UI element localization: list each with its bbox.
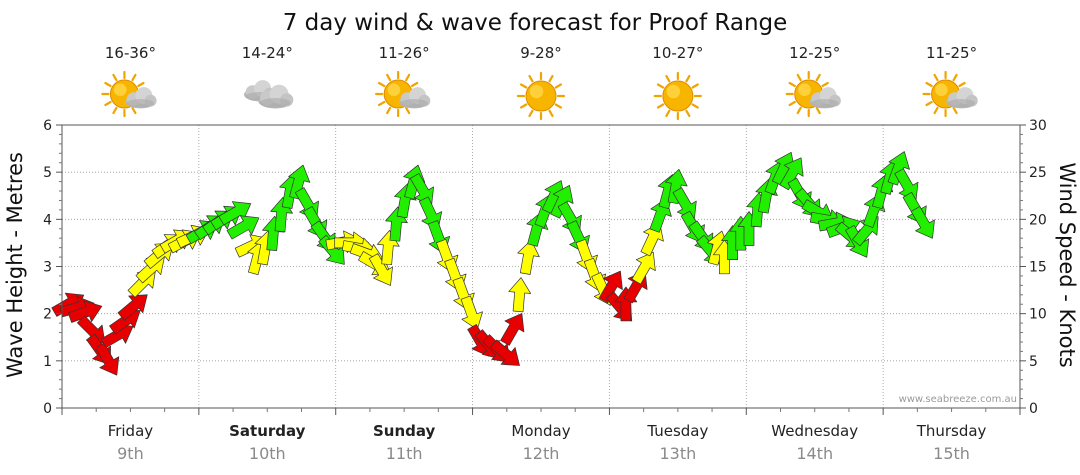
wind-arrow — [887, 151, 910, 186]
wind-arrow — [226, 215, 260, 240]
day-temperature: 12-25° — [789, 44, 840, 62]
credit-text: www.seabreeze.com.au — [899, 394, 1017, 405]
right-tick-label: 20 — [1029, 212, 1047, 228]
right-tick-label: 10 — [1029, 307, 1047, 323]
wind-arrow — [665, 168, 688, 205]
wind-arrow — [550, 184, 574, 219]
day-date: 13th — [659, 444, 696, 463]
left-axis-label: Wave Height - Metres — [3, 152, 27, 378]
left-tick-label: 2 — [43, 307, 52, 323]
day-date: 10th — [249, 444, 286, 463]
cloudy-icon — [243, 80, 294, 109]
left-tick-label: 0 — [43, 401, 52, 417]
day-temperature: 11-25° — [926, 44, 977, 62]
day-name: Tuesday — [646, 422, 708, 440]
sun-cloud-icon — [375, 70, 431, 118]
left-tick-label: 6 — [43, 118, 52, 134]
sun-icon — [516, 71, 566, 121]
wind-arrow — [508, 277, 532, 313]
daily-weather-row: 16-36° 14-24° 11-26° 9-28° 10-27° 12-25° 11-25… — [101, 44, 978, 121]
day-name: Thursday — [916, 422, 987, 440]
day-temperature: 16-36° — [105, 44, 156, 62]
grid — [62, 125, 1020, 408]
day-name: Saturday — [229, 422, 306, 440]
wind-arrow — [288, 164, 311, 200]
day-name: Sunday — [373, 422, 436, 440]
sun-cloud-icon — [785, 70, 841, 118]
day-name: Friday — [108, 422, 154, 440]
sun-cloud-icon — [922, 70, 978, 118]
right-axis-label: Wind Speed - Knots — [1055, 162, 1079, 367]
right-tick-label: 15 — [1029, 260, 1047, 276]
day-date: 11th — [386, 444, 423, 463]
chart-title: 7 day wind & wave forecast for Proof Ran… — [283, 10, 788, 36]
left-tick-label: 5 — [43, 165, 52, 181]
day-temperature: 10-27° — [652, 44, 703, 62]
right-tick-label: 0 — [1029, 401, 1038, 417]
left-tick-label: 1 — [43, 354, 52, 370]
right-tick-label: 30 — [1029, 118, 1047, 134]
wind-arrow — [598, 270, 623, 304]
wind-arrow — [117, 294, 148, 321]
day-temperature: 11-26° — [379, 44, 430, 62]
wind-arrow — [500, 313, 525, 346]
day-date: 15th — [933, 444, 970, 463]
day-date: 14th — [796, 444, 833, 463]
left-tick-label: 3 — [43, 260, 52, 276]
left-tick-label: 4 — [43, 212, 52, 228]
day-date: 9th — [117, 444, 144, 463]
wind-arrow — [368, 253, 393, 286]
day-labels: Friday 9th Saturday 10th Sunday 11th Monday 12t… — [108, 422, 987, 463]
wind-arrow — [489, 339, 520, 366]
plot-frame — [61, 124, 1021, 409]
wind-arrow-series — [51, 151, 935, 376]
right-tick-label: 5 — [1029, 354, 1038, 370]
day-temperature: 14-24° — [242, 44, 293, 62]
sun-icon — [653, 71, 702, 121]
wind-arrow — [517, 239, 540, 275]
wind-arrow — [779, 157, 804, 191]
axes: 0 1 2 3 4 5 6 0 5 10 15 20 25 30 — [43, 118, 1047, 417]
sun-cloud-icon — [101, 70, 157, 118]
wind-arrow — [631, 251, 656, 285]
right-tick-label: 25 — [1029, 165, 1047, 181]
wind-arrow — [460, 295, 483, 330]
day-date: 12th — [523, 444, 560, 463]
wind-arrow — [95, 342, 120, 376]
wind-arrow — [910, 206, 935, 239]
day-name: Wednesday — [771, 422, 858, 440]
wind-arrow — [67, 300, 103, 323]
day-temperature: 9-28° — [520, 44, 562, 62]
day-name: Monday — [511, 422, 570, 440]
